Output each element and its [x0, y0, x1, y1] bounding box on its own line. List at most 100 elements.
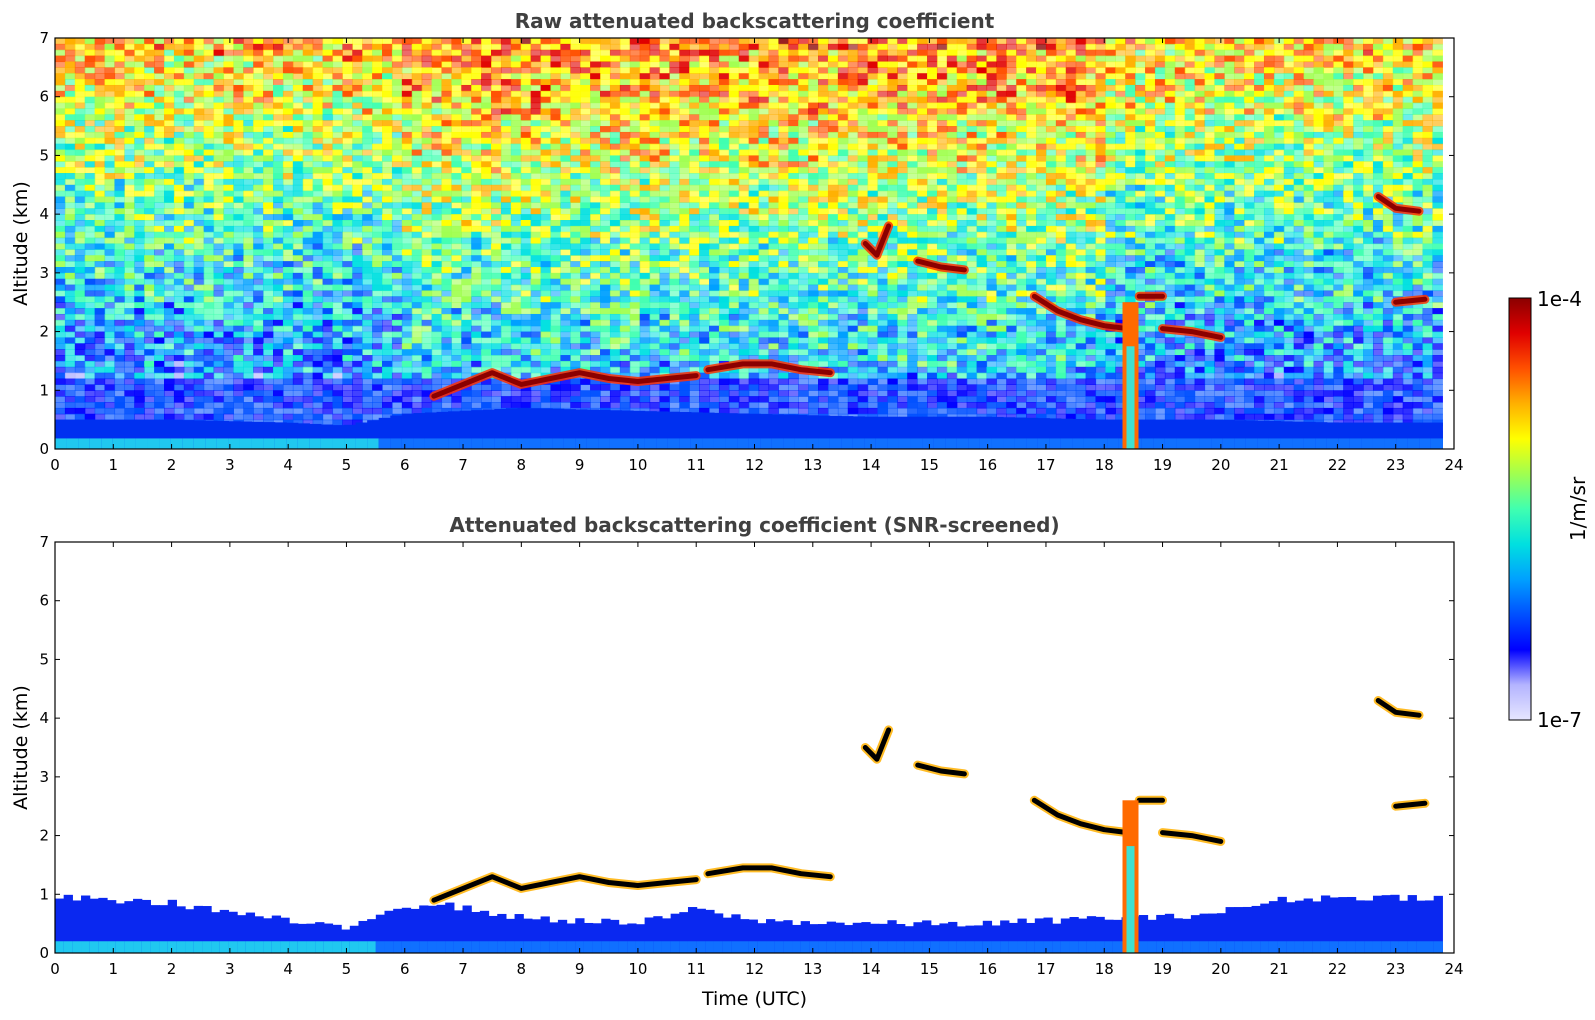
raw-cell — [114, 190, 125, 198]
raw-cell — [164, 173, 175, 180]
raw-cell — [1194, 38, 1206, 45]
raw-cell — [1422, 196, 1434, 203]
raw-cell — [649, 208, 661, 215]
raw-cell — [530, 61, 542, 68]
raw-cell — [1055, 190, 1067, 198]
raw-cell — [312, 79, 324, 86]
raw-cell — [1036, 120, 1047, 127]
raw-cell — [104, 126, 116, 133]
raw-cell — [332, 237, 343, 245]
raw-cell — [1224, 84, 1235, 92]
raw-cell — [1313, 126, 1325, 133]
raw-cell — [689, 131, 700, 139]
raw-cell — [282, 143, 294, 151]
raw-cell — [669, 131, 680, 139]
raw-cell — [382, 143, 393, 151]
raw-cell — [1214, 155, 1225, 162]
raw-cell — [1164, 120, 1176, 127]
raw-cell — [917, 167, 928, 174]
raw-cell — [134, 131, 145, 139]
raw-cell — [94, 196, 106, 203]
raw-cell — [530, 120, 542, 127]
raw-cell — [1105, 143, 1116, 151]
raw-cell — [362, 243, 373, 250]
raw-cell — [709, 96, 720, 104]
raw-cell — [818, 120, 829, 127]
raw-cell — [55, 231, 66, 239]
raw-cell — [154, 149, 165, 157]
raw-cell — [1343, 225, 1354, 233]
raw-cell — [1273, 196, 1285, 203]
raw-cell — [273, 167, 284, 174]
raw-cell — [451, 231, 462, 239]
raw-cell — [699, 102, 710, 110]
raw-cell — [1006, 73, 1017, 80]
raw-cell — [1164, 149, 1176, 157]
raw-cell — [55, 108, 66, 115]
raw-cell — [1412, 61, 1424, 68]
raw-cell — [1055, 108, 1067, 115]
raw-cell — [847, 184, 859, 192]
raw-cell — [520, 90, 532, 98]
raw-cell — [1125, 143, 1136, 151]
raw-cell — [173, 137, 185, 145]
raw-cell — [312, 208, 324, 215]
raw-cell — [164, 225, 175, 233]
raw-cell — [1095, 137, 1107, 145]
raw-cell — [837, 178, 849, 186]
raw-cell — [342, 161, 353, 168]
raw-cell — [818, 108, 829, 115]
raw-cell — [659, 231, 670, 239]
raw-cell — [1412, 237, 1424, 245]
raw-cell — [877, 84, 889, 92]
raw-cell — [847, 131, 859, 139]
raw-cell — [956, 114, 968, 121]
raw-cell — [1036, 108, 1047, 115]
raw-cell — [619, 137, 631, 145]
raw-cell — [491, 43, 502, 51]
raw-cell — [877, 220, 889, 227]
raw-cell — [748, 167, 760, 174]
raw-cell — [679, 231, 690, 239]
raw-cell — [223, 202, 234, 209]
raw-cell — [431, 155, 443, 162]
raw-cell — [956, 173, 968, 180]
raw-cell — [1382, 131, 1394, 139]
raw-cell — [1372, 220, 1384, 227]
raw-cell — [213, 49, 225, 57]
raw-cell — [253, 161, 264, 168]
raw-cell — [1363, 84, 1374, 92]
raw-cell — [778, 196, 789, 203]
raw-cell — [1343, 167, 1354, 174]
raw-cell — [639, 120, 651, 127]
raw-cell — [193, 126, 205, 133]
raw-cell — [1085, 49, 1097, 57]
raw-cell — [233, 126, 244, 133]
raw-cell — [847, 167, 859, 174]
raw-cell — [292, 43, 304, 51]
raw-cell — [1204, 79, 1216, 86]
raw-cell — [421, 196, 433, 203]
raw-cell — [104, 161, 116, 168]
raw-cell — [1125, 237, 1136, 245]
raw-cell — [738, 202, 750, 209]
raw-cell — [1372, 84, 1384, 92]
raw-cell — [233, 137, 244, 145]
raw-cell — [74, 102, 86, 110]
raw-cell — [1105, 161, 1116, 168]
raw-cell — [223, 108, 234, 115]
raw-cell — [441, 67, 452, 74]
raw-cell — [1343, 220, 1354, 227]
raw-cell — [738, 120, 750, 127]
raw-cell — [1204, 43, 1216, 51]
raw-cell — [332, 184, 343, 192]
raw-cell — [382, 237, 393, 245]
raw-cell — [738, 96, 750, 104]
raw-cell — [1095, 61, 1107, 68]
raw-cell — [253, 120, 264, 127]
raw-cell — [907, 120, 918, 127]
raw-cell — [74, 137, 86, 145]
raw-cell — [986, 208, 998, 215]
raw-cell — [461, 149, 472, 157]
raw-cell — [996, 120, 1007, 127]
